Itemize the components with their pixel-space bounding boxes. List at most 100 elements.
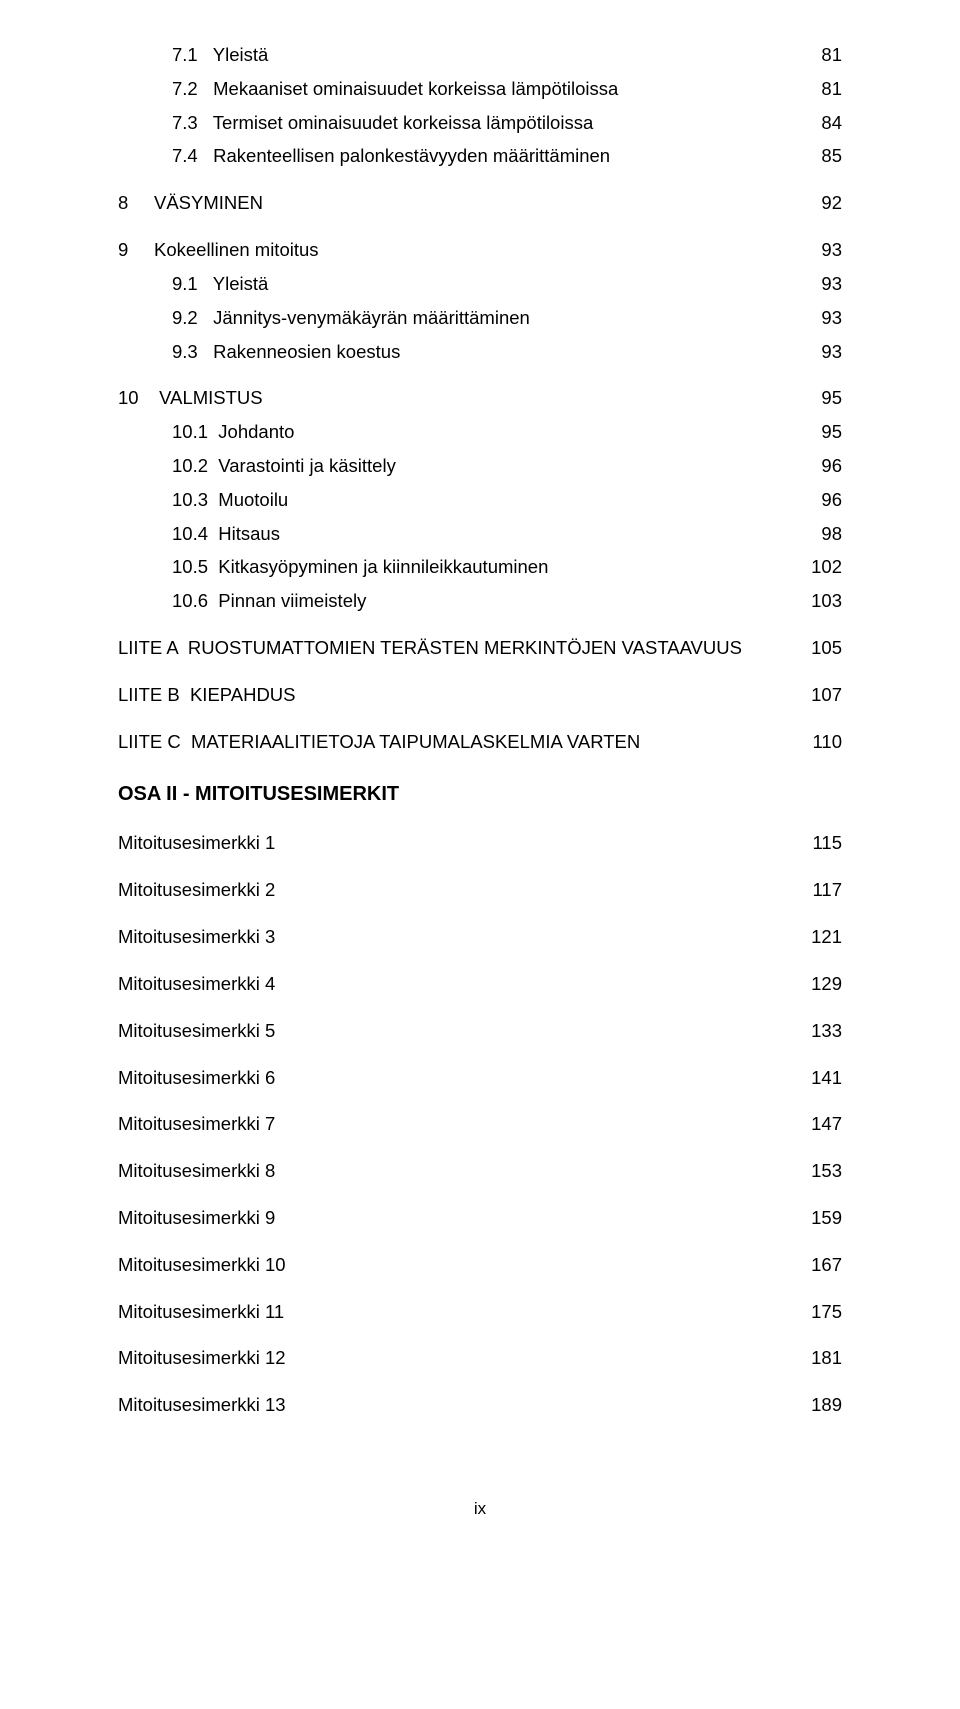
toc-entry-label: 9.1 Yleistä [172,271,802,298]
toc-entry: 7.3 Termiset ominaisuudet korkeissa lämp… [118,110,842,137]
toc-entry-page: 92 [802,190,842,217]
toc-entry-label: 9.3 Rakenneosien koestus [172,339,802,366]
toc-entry-page: 103 [802,588,842,615]
example-entry: Mitoitusesimerkki 8153 [118,1158,842,1185]
toc-entry: 9 Kokeellinen mitoitus93 [118,237,842,264]
example-entry: Mitoitusesimerkki 9159 [118,1205,842,1232]
example-entry: Mitoitusesimerkki 6141 [118,1065,842,1092]
toc-entry-label: 10.6 Pinnan viimeistely [172,588,802,615]
toc-entry-page: 81 [802,42,842,69]
toc-entry-page: 96 [802,487,842,514]
example-entry-label: Mitoitusesimerkki 1 [118,830,802,857]
toc-entry: 8 VÄSYMINEN92 [118,190,842,217]
example-entry: Mitoitusesimerkki 3121 [118,924,842,951]
toc-entry: LIITE B KIEPAHDUS107 [118,682,842,709]
example-entry-label: Mitoitusesimerkki 10 [118,1252,802,1279]
toc-entry-page: 93 [802,305,842,332]
example-entry: Mitoitusesimerkki 13189 [118,1392,842,1419]
example-entry-page: 117 [802,877,842,904]
toc-entry: 7.2 Mekaaniset ominaisuudet korkeissa lä… [118,76,842,103]
toc-entry: 10.3 Muotoilu96 [118,487,842,514]
toc-entry-page: 95 [802,419,842,446]
example-entry-page: 181 [802,1345,842,1372]
toc-entry-label: 7.3 Termiset ominaisuudet korkeissa lämp… [172,110,802,137]
toc-entry-label: 9.2 Jännitys-venymäkäyrän määrittäminen [172,305,802,332]
toc-entry-page: 93 [802,237,842,264]
page-number: ix [118,1499,842,1519]
example-entry-label: Mitoitusesimerkki 13 [118,1392,802,1419]
toc-entry-label: 10.1 Johdanto [172,419,802,446]
toc-entry-page: 85 [802,143,842,170]
toc-entry: LIITE C MATERIAALITIETOJA TAIPUMALASKELM… [118,729,842,756]
example-entry-page: 159 [802,1205,842,1232]
toc-entry: 10.6 Pinnan viimeistely103 [118,588,842,615]
toc-entry-page: 102 [802,554,842,581]
toc-entry: 10 VALMISTUS95 [118,385,842,412]
toc-entry-page: 96 [802,453,842,480]
example-entry-page: 121 [802,924,842,951]
example-entry: Mitoitusesimerkki 12181 [118,1345,842,1372]
example-entry-label: Mitoitusesimerkki 5 [118,1018,802,1045]
example-entry-label: Mitoitusesimerkki 11 [118,1299,802,1326]
toc-entry-label: 7.4 Rakenteellisen palonkestävyyden määr… [172,143,802,170]
toc-container: 7.1 Yleistä817.2 Mekaaniset ominaisuudet… [118,42,842,755]
toc-entry: LIITE A RUOSTUMATTOMIEN TERÄSTEN MERKINT… [118,635,842,662]
example-entry: Mitoitusesimerkki 1115 [118,830,842,857]
toc-entry-label: 10.2 Varastointi ja käsittely [172,453,802,480]
toc-entry-label: 7.2 Mekaaniset ominaisuudet korkeissa lä… [172,76,802,103]
toc-entry-label: 7.1 Yleistä [172,42,802,69]
toc-entry: 10.5 Kitkasyöpyminen ja kiinnileikkautum… [118,554,842,581]
example-entry-label: Mitoitusesimerkki 4 [118,971,802,998]
example-entry-label: Mitoitusesimerkki 12 [118,1345,802,1372]
toc-entry-label: 8 VÄSYMINEN [118,190,802,217]
toc-entry-page: 84 [802,110,842,137]
example-entry: Mitoitusesimerkki 11175 [118,1299,842,1326]
example-entry-page: 115 [802,830,842,857]
example-entry: Mitoitusesimerkki 5133 [118,1018,842,1045]
example-entry-label: Mitoitusesimerkki 6 [118,1065,802,1092]
example-entry-page: 147 [802,1111,842,1138]
toc-entry-page: 110 [802,729,842,756]
example-entry-page: 167 [802,1252,842,1279]
toc-entry: 9.2 Jännitys-venymäkäyrän määrittäminen9… [118,305,842,332]
example-entry-page: 129 [802,971,842,998]
section-heading: OSA II - MITOITUSESIMERKIT [118,783,842,806]
example-entry-label: Mitoitusesimerkki 2 [118,877,802,904]
toc-entry-label: 10.5 Kitkasyöpyminen ja kiinnileikkautum… [172,554,802,581]
example-entry-label: Mitoitusesimerkki 9 [118,1205,802,1232]
toc-entry-page: 93 [802,339,842,366]
example-entry-page: 189 [802,1392,842,1419]
example-entry: Mitoitusesimerkki 7147 [118,1111,842,1138]
toc-entry: 10.2 Varastointi ja käsittely96 [118,453,842,480]
toc-entry-label: 9 Kokeellinen mitoitus [118,237,802,264]
toc-entry-page: 95 [802,385,842,412]
example-entry-page: 153 [802,1158,842,1185]
toc-entry-label: 10 VALMISTUS [118,385,802,412]
toc-entry: 10.4 Hitsaus98 [118,521,842,548]
toc-entry-page: 107 [802,682,842,709]
toc-entry-page: 81 [802,76,842,103]
toc-entry-label: LIITE C MATERIAALITIETOJA TAIPUMALASKELM… [118,729,802,756]
toc-entry-page: 98 [802,521,842,548]
example-entry-page: 141 [802,1065,842,1092]
toc-entry: 10.1 Johdanto95 [118,419,842,446]
example-entry-label: Mitoitusesimerkki 3 [118,924,802,951]
toc-entry-label: 10.4 Hitsaus [172,521,802,548]
example-entry-page: 175 [802,1299,842,1326]
toc-entry-label: LIITE A RUOSTUMATTOMIEN TERÄSTEN MERKINT… [118,635,802,662]
example-entry-page: 133 [802,1018,842,1045]
example-entry: Mitoitusesimerkki 10167 [118,1252,842,1279]
example-entry: Mitoitusesimerkki 4129 [118,971,842,998]
toc-entry: 9.3 Rakenneosien koestus93 [118,339,842,366]
example-entry-label: Mitoitusesimerkki 8 [118,1158,802,1185]
example-entry-label: Mitoitusesimerkki 7 [118,1111,802,1138]
toc-entry: 7.1 Yleistä81 [118,42,842,69]
toc-entry-label: LIITE B KIEPAHDUS [118,682,802,709]
toc-entry-page: 105 [802,635,842,662]
toc-entry: 9.1 Yleistä93 [118,271,842,298]
example-entry: Mitoitusesimerkki 2117 [118,877,842,904]
toc-entry-page: 93 [802,271,842,298]
examples-container: Mitoitusesimerkki 1115Mitoitusesimerkki … [118,830,842,1419]
toc-entry-label: 10.3 Muotoilu [172,487,802,514]
toc-entry: 7.4 Rakenteellisen palonkestävyyden määr… [118,143,842,170]
